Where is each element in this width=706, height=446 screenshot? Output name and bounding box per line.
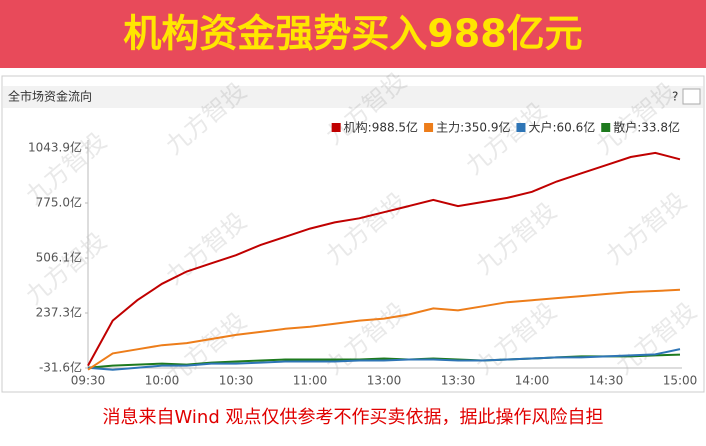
legend-label: 机构:988.5亿 [344, 120, 418, 135]
x-tick-label: 14:30 [589, 374, 624, 388]
panel-header [3, 86, 703, 108]
x-tick-label: 11:00 [293, 374, 328, 388]
y-tick-label: -31.6亿 [39, 360, 82, 375]
panel-title: 全市场资金流向 [8, 89, 92, 104]
x-tick-label: 10:00 [145, 374, 180, 388]
legend-swatch [331, 123, 341, 132]
y-tick-label: 237.3亿 [36, 304, 82, 319]
legend-swatch [601, 123, 611, 132]
panel [1, 75, 705, 393]
y-tick-label: 1043.9亿 [28, 140, 82, 155]
footer: 消息来自Wind 观点仅供参考不作买卖依据，据此操作风险自担 [103, 407, 604, 428]
x-tick-label: 15:00 [663, 374, 698, 388]
icon[interactable] [682, 88, 701, 105]
x-tick-label: 13:30 [441, 374, 476, 388]
x-tick-label: 14:00 [515, 374, 550, 388]
x-tick-label: 10:30 [219, 374, 254, 388]
y-tick-label: 775.0亿 [36, 195, 82, 210]
banner: 机构资金强势买入988亿元 [123, 12, 582, 56]
legend-label: 散户:33.8亿 [613, 120, 680, 135]
banner-bg [0, 0, 706, 68]
x-tick-label: 09:30 [71, 374, 106, 388]
legend-label: 主力:350.9亿 [436, 120, 510, 135]
series-line [87, 348, 681, 371]
series-line [87, 151, 681, 367]
legend-swatch [424, 123, 434, 132]
help[interactable]: ? [672, 90, 678, 104]
x-tick-label: 13:00 [367, 374, 402, 388]
y-tick-label: 506.1亿 [36, 250, 82, 265]
series-line [87, 288, 681, 371]
legend-label: 大户:60.6亿 [528, 120, 595, 135]
legend-swatch [516, 123, 526, 132]
